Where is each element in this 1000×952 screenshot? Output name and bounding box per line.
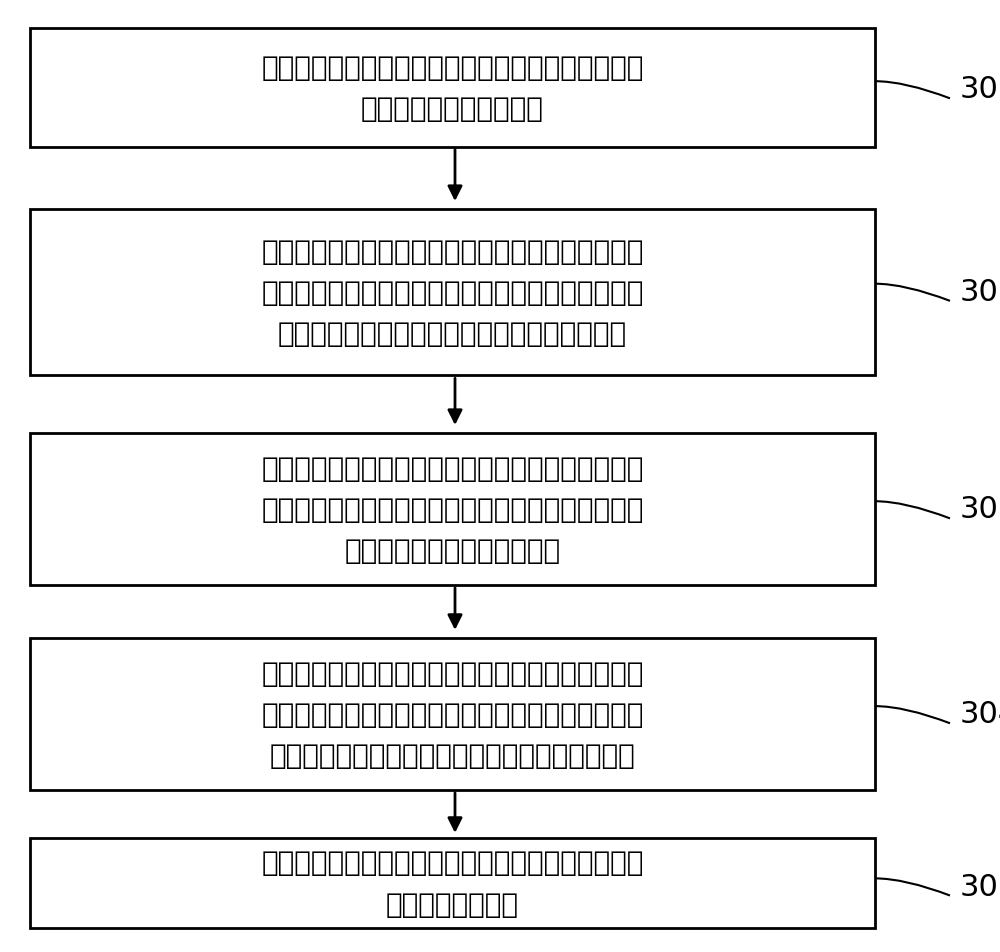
Text: 305: 305 [960,872,1000,901]
Text: 当满足所述预设供油温度条件时，获取所述供油压力
与所述吸气压力的压力差，并判断所述压力差是否大
于或等于所述第一预设压力差: 当满足所述预设供油温度条件时，获取所述供油压力 与所述吸气压力的压力差，并判断所… [261,454,644,565]
Text: 在所述压缩机启动前，获取所述供油温度，并判断是
否满足预设供油温度条件: 在所述压缩机启动前，获取所述供油温度，并判断是 否满足预设供油温度条件 [261,53,644,123]
FancyBboxPatch shape [30,838,875,928]
Text: 当不满足所述预设供油温度条件时，控制所述电动调
节阀关闭，并控制所述油泵与所述供油电磁阀打开，
以通过所述所述油泵的运行使所述供油温度提高: 当不满足所述预设供油温度条件时，控制所述电动调 节阀关闭，并控制所述油泵与所述供… [261,238,644,347]
Text: 302: 302 [960,278,1000,307]
Text: 301: 301 [960,75,1000,104]
Text: 304: 304 [960,700,1000,728]
Text: 303: 303 [960,495,1000,524]
FancyBboxPatch shape [30,209,875,376]
FancyBboxPatch shape [30,433,875,585]
FancyBboxPatch shape [30,29,875,148]
Text: 当所述压力差大于或等于所述第一预设压力差时，控
制所述压缩机启动: 当所述压力差大于或等于所述第一预设压力差时，控 制所述压缩机启动 [261,848,644,918]
FancyBboxPatch shape [30,638,875,790]
Text: 当所述压力差小于所述第一预设压力差时，控制所述
供油电磁阀关闭，并控制所述油泵与所述电动调节阀
打开，以通过所述油泵的运行使所述供油压力增加: 当所述压力差小于所述第一预设压力差时，控制所述 供油电磁阀关闭，并控制所述油泵与… [261,659,644,769]
